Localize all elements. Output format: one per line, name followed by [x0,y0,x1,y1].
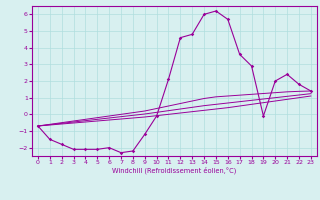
X-axis label: Windchill (Refroidissement éolien,°C): Windchill (Refroidissement éolien,°C) [112,167,236,174]
